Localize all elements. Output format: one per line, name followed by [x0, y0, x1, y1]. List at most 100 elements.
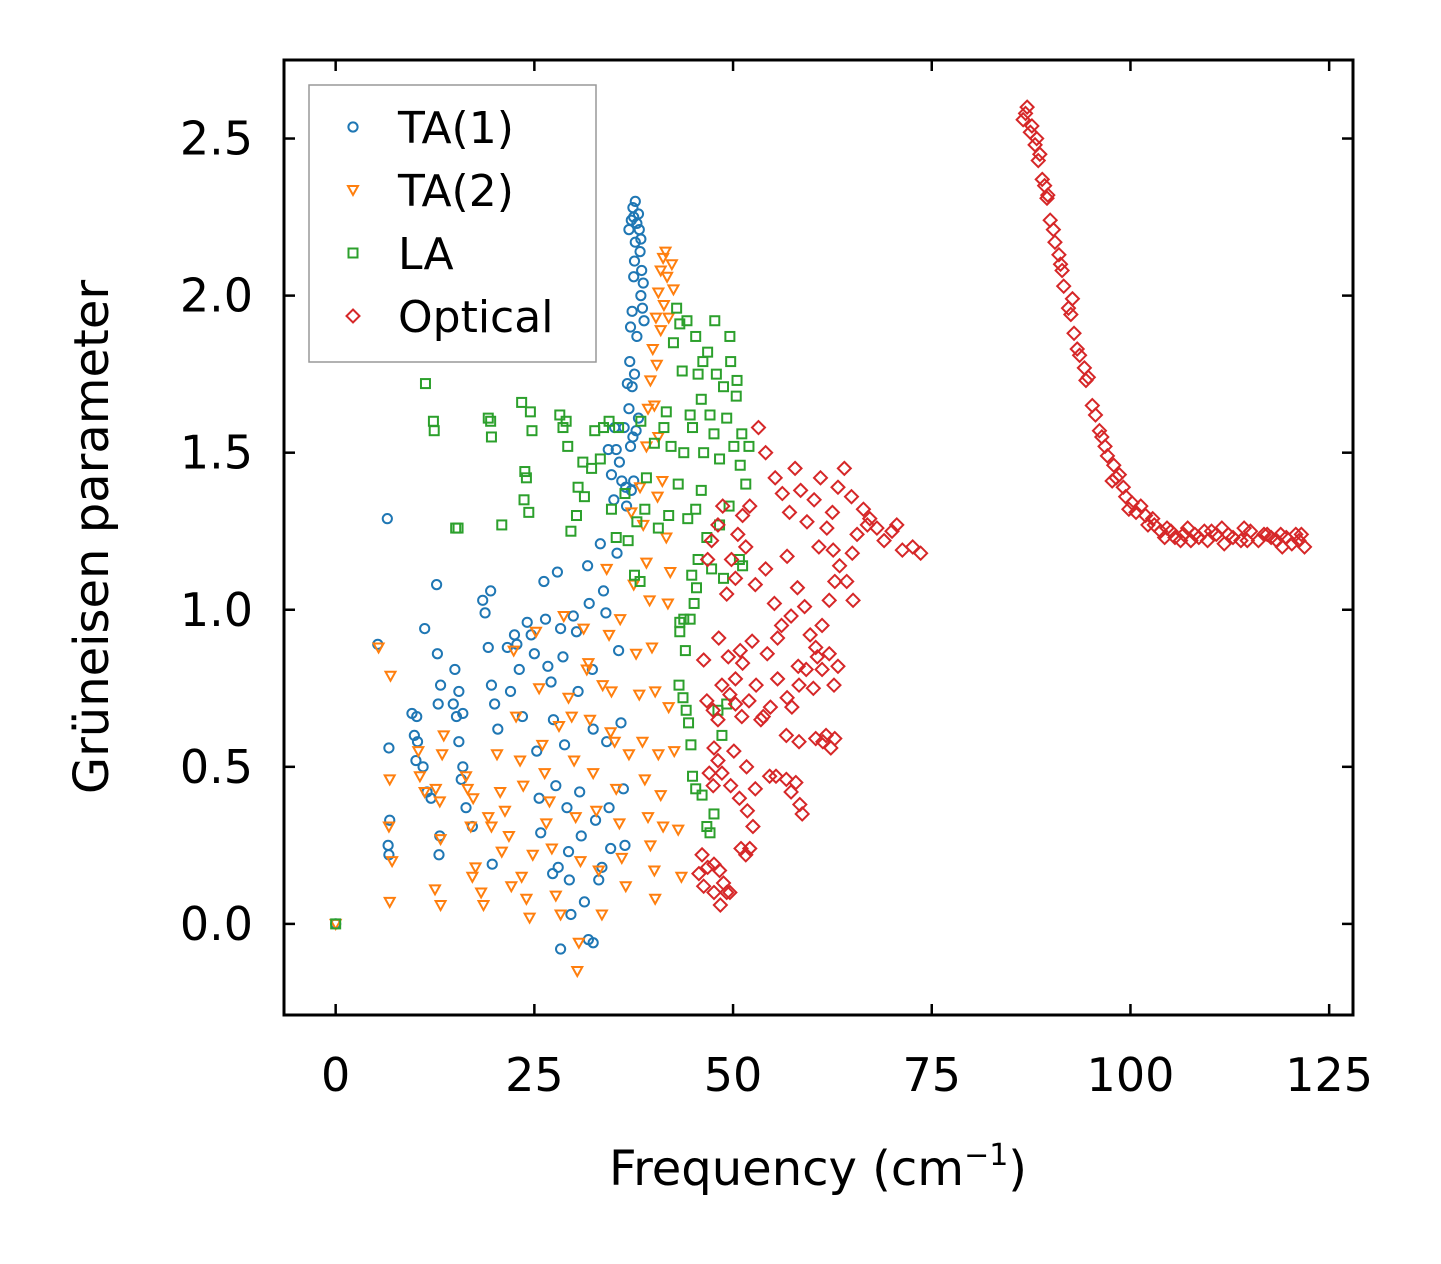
data-point	[1144, 510, 1161, 527]
data-point	[613, 614, 627, 627]
data-point	[533, 792, 545, 804]
data-point	[692, 368, 704, 380]
data-point	[677, 692, 689, 704]
data-point	[1172, 532, 1189, 549]
data-point	[831, 557, 848, 574]
data-point	[1047, 234, 1063, 251]
data-point	[736, 428, 748, 440]
data-point	[843, 488, 860, 505]
data-point	[658, 246, 673, 259]
data-point	[647, 865, 662, 878]
data-point	[667, 337, 679, 349]
x-axis-label: Frequency (cm−1)	[609, 1138, 1027, 1197]
data-point	[428, 425, 440, 437]
data-point	[1069, 341, 1086, 357]
data-point	[639, 557, 654, 570]
data-point	[704, 827, 716, 839]
data-point	[695, 652, 712, 668]
data-point	[737, 846, 754, 863]
data-point	[665, 440, 677, 452]
data-point	[709, 315, 721, 327]
data-point	[486, 858, 498, 870]
data-point	[504, 881, 519, 894]
data-point	[674, 318, 686, 330]
data-point	[723, 500, 735, 512]
data-point	[496, 519, 508, 531]
x-tick-label: 100	[1087, 1048, 1175, 1102]
data-point	[659, 532, 673, 545]
data-point	[506, 645, 521, 658]
data-point	[658, 422, 670, 434]
data-point	[690, 503, 702, 515]
data-point	[502, 830, 516, 843]
data-point	[632, 689, 646, 702]
data-point	[634, 575, 646, 587]
axis-ticks: 0 25 50 75 100 125 0.0 0.5 1.0 1.5 2.0 2.5	[180, 60, 1373, 1102]
x-tick-label: 0	[321, 1048, 350, 1102]
data-point	[610, 532, 622, 543]
data-point	[1263, 529, 1280, 546]
data-point	[435, 749, 449, 762]
data-point	[744, 633, 761, 650]
data-point	[1274, 539, 1291, 555]
data-point	[602, 443, 614, 456]
data-point	[594, 453, 606, 465]
data-point	[812, 469, 829, 486]
data-point	[578, 491, 590, 503]
legend-label-optical: Optical	[398, 292, 553, 343]
data-point	[613, 644, 625, 657]
data-point	[690, 330, 702, 342]
data-point	[734, 459, 746, 471]
data-point	[565, 908, 577, 921]
data-point	[565, 711, 579, 724]
data-point	[1233, 532, 1249, 549]
data-point	[629, 195, 641, 207]
data-point	[660, 271, 674, 284]
data-point	[904, 539, 921, 555]
data-point	[710, 752, 726, 769]
data-point	[724, 330, 736, 342]
data-point	[1066, 325, 1082, 342]
series-optical	[690, 99, 1313, 913]
data-point	[790, 658, 807, 675]
data-point	[721, 698, 733, 710]
data-point	[635, 290, 647, 302]
data-point	[516, 780, 530, 793]
data-point	[1039, 187, 1056, 203]
data-point	[757, 444, 774, 461]
data-point	[748, 677, 765, 694]
data-point	[558, 739, 571, 751]
data-point	[712, 897, 729, 913]
data-point	[627, 431, 639, 443]
data-point	[1017, 105, 1034, 122]
data-point	[778, 727, 795, 744]
data-point	[1120, 501, 1137, 518]
data-point	[672, 478, 684, 490]
data-point	[545, 843, 559, 856]
y-tick-label: 0.5	[180, 740, 253, 794]
data-point	[526, 849, 540, 862]
data-point	[1054, 262, 1071, 279]
data-point	[619, 839, 631, 851]
data-point	[545, 676, 557, 688]
data-point	[468, 862, 483, 875]
data-point	[830, 658, 846, 675]
data-point	[624, 321, 637, 333]
data-point	[631, 516, 643, 528]
data-point	[651, 431, 666, 445]
data-point	[1225, 529, 1241, 546]
data-point	[1097, 438, 1113, 455]
data-point	[589, 805, 604, 818]
data-point	[714, 677, 730, 694]
data-point	[520, 472, 532, 484]
data-point	[457, 707, 469, 720]
data-point	[481, 812, 495, 825]
data-point	[1091, 422, 1108, 439]
series-ta-1	[330, 195, 650, 955]
data-point	[1105, 457, 1122, 474]
data-point	[542, 796, 557, 809]
data-point	[685, 739, 697, 751]
data-point	[1186, 526, 1203, 543]
data-point	[433, 900, 448, 913]
data-point	[447, 698, 459, 710]
